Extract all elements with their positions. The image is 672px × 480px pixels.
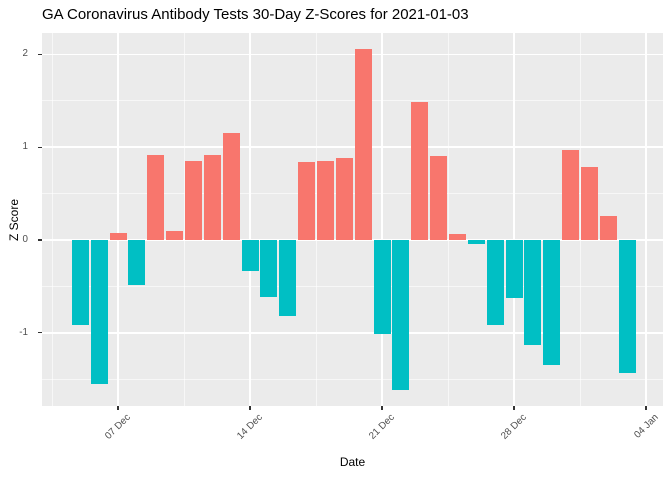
x-tick-mark bbox=[249, 406, 251, 410]
x-axis-title: Date bbox=[339, 455, 366, 469]
gridline-major-horizontal bbox=[42, 146, 663, 148]
bar-2020-12-16 bbox=[279, 240, 297, 317]
x-tick-mark bbox=[513, 406, 515, 410]
bar-2020-12-06 bbox=[90, 240, 108, 384]
gridline-major-horizontal bbox=[42, 239, 663, 241]
x-tick-mark bbox=[645, 406, 647, 410]
bar-2020-12-15 bbox=[260, 240, 278, 297]
bar-2020-12-09 bbox=[147, 154, 165, 240]
x-tick-label: 04 Jan bbox=[632, 412, 661, 441]
gridline-major-horizontal bbox=[42, 53, 663, 56]
y-tick-label: 1 bbox=[22, 141, 28, 153]
bar-2021-01-03 bbox=[618, 240, 636, 373]
bar-2020-12-31 bbox=[562, 149, 580, 240]
x-tick-label: 07 Dec bbox=[103, 412, 133, 442]
y-tick-mark bbox=[38, 146, 42, 148]
bar-2020-12-22 bbox=[392, 240, 410, 391]
bar-2020-12-18 bbox=[316, 161, 334, 240]
gridline-major-horizontal bbox=[42, 332, 663, 334]
gridline-minor-vertical bbox=[315, 33, 317, 406]
bar-2020-12-24 bbox=[430, 155, 448, 240]
gridline-minor-horizontal bbox=[42, 378, 663, 380]
x-tick-label: 28 Dec bbox=[499, 412, 529, 442]
bar-2020-12-26 bbox=[467, 240, 485, 244]
chart-title: GA Coronavirus Antibody Tests 30-Day Z-S… bbox=[42, 6, 469, 23]
bar-2020-12-21 bbox=[373, 240, 391, 334]
y-tick-label: -1 bbox=[19, 326, 28, 338]
y-tick-mark bbox=[38, 332, 42, 334]
bar-2020-12-13 bbox=[222, 133, 240, 240]
x-tick-label: 14 Dec bbox=[235, 412, 265, 442]
gridline-major-vertical bbox=[249, 33, 251, 406]
gridline-minor-vertical bbox=[579, 33, 581, 406]
plot-panel bbox=[42, 33, 663, 406]
gridline-minor-vertical bbox=[51, 33, 53, 406]
bar-2020-12-23 bbox=[411, 101, 429, 240]
gridline-minor-vertical bbox=[447, 33, 449, 406]
gridline-major-vertical bbox=[381, 33, 383, 406]
x-tick-mark bbox=[117, 406, 119, 410]
bar-2020-12-08 bbox=[128, 240, 146, 286]
gridline-major-vertical bbox=[513, 33, 515, 406]
gridline-major-vertical bbox=[645, 33, 647, 406]
bar-2020-12-12 bbox=[203, 154, 221, 240]
x-tick-label: 21 Dec bbox=[367, 412, 397, 442]
bar-2020-12-25 bbox=[448, 234, 466, 240]
bar-2020-12-30 bbox=[543, 240, 561, 366]
bar-2020-12-05 bbox=[71, 240, 89, 326]
gridline-minor-horizontal bbox=[42, 285, 663, 287]
bar-2020-12-28 bbox=[505, 240, 523, 298]
bar-2020-12-10 bbox=[166, 230, 184, 240]
bar-2020-12-11 bbox=[184, 161, 202, 240]
gridline-minor-horizontal bbox=[42, 100, 663, 102]
bar-2020-12-14 bbox=[241, 240, 259, 271]
y-tick-label: 2 bbox=[22, 48, 28, 60]
y-tick-label: 0 bbox=[22, 234, 28, 245]
bar-2020-12-07 bbox=[109, 232, 127, 240]
gridline-major-vertical bbox=[117, 33, 119, 406]
bar-2020-12-29 bbox=[524, 240, 542, 345]
bar-2020-12-27 bbox=[486, 240, 504, 326]
bar-2020-12-20 bbox=[354, 48, 372, 240]
y-tick-mark bbox=[38, 239, 42, 241]
x-tick-mark bbox=[381, 406, 383, 410]
bar-2021-01-01 bbox=[580, 166, 598, 240]
gridline-minor-vertical bbox=[183, 33, 185, 406]
bar-2020-12-17 bbox=[298, 162, 316, 240]
bar-2020-12-19 bbox=[335, 158, 353, 240]
y-axis-title: Z Score bbox=[7, 198, 21, 242]
y-tick-mark bbox=[38, 53, 42, 56]
bar-2021-01-02 bbox=[599, 215, 617, 240]
